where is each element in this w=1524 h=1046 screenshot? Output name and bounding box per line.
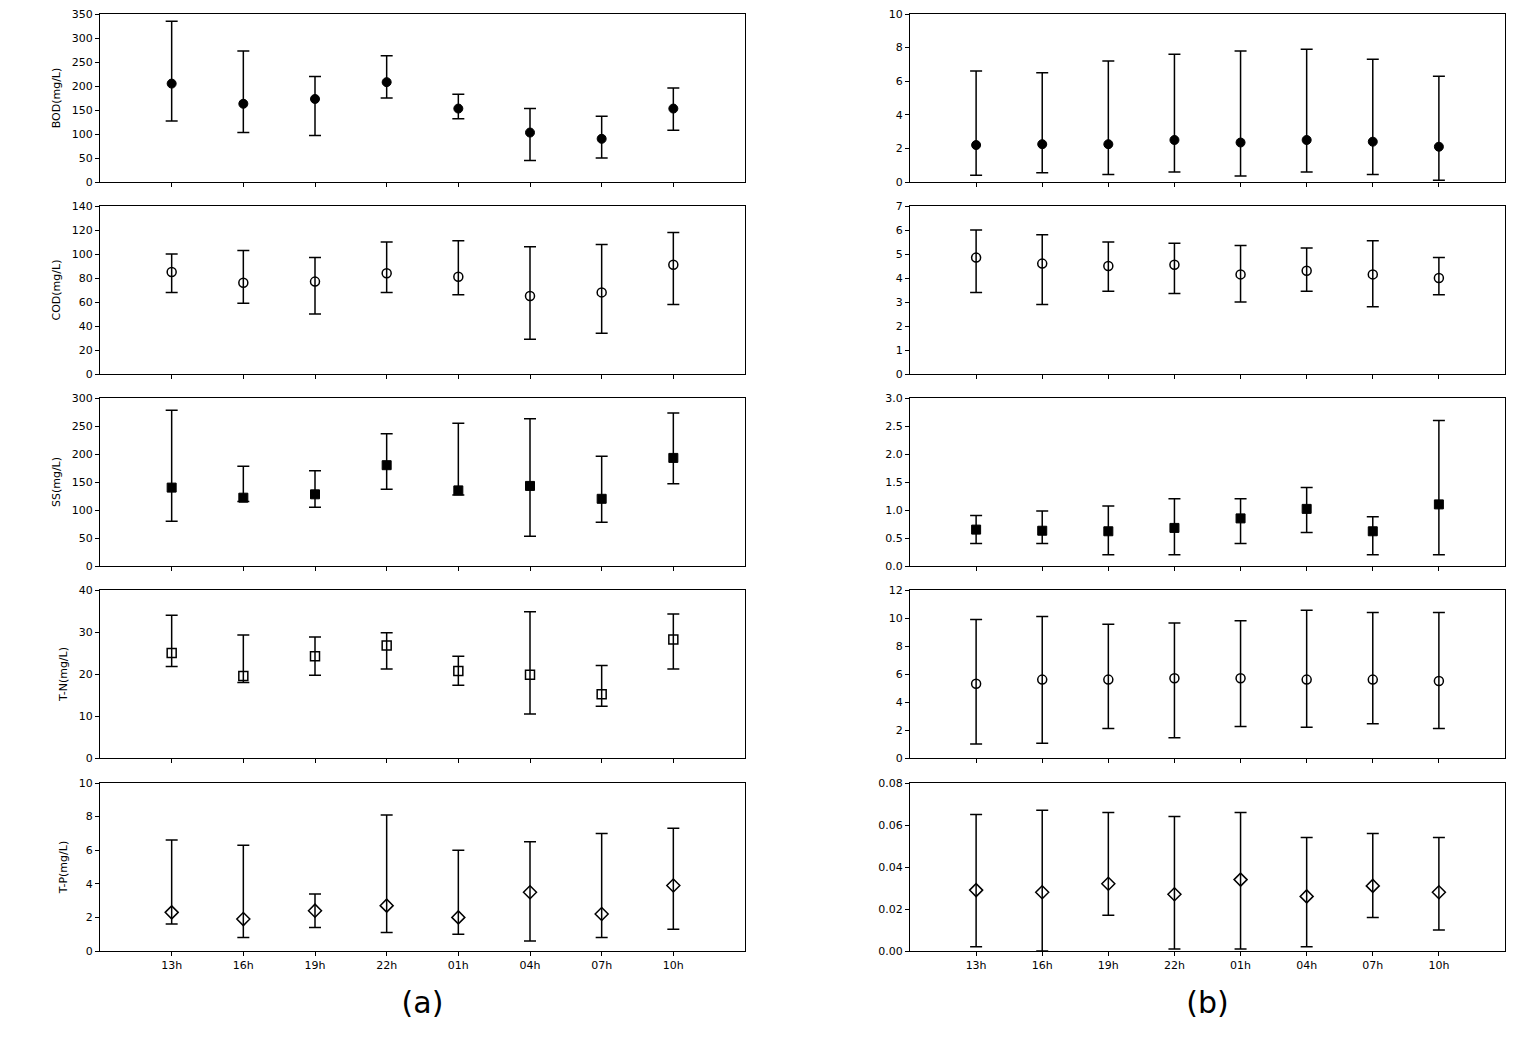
svg-text:10: 10 xyxy=(79,710,93,723)
svg-text:3.0: 3.0 xyxy=(885,392,903,405)
svg-text:4: 4 xyxy=(896,696,903,709)
svg-text:2: 2 xyxy=(896,320,903,333)
svg-text:4: 4 xyxy=(896,109,903,122)
svg-text:8: 8 xyxy=(86,810,93,823)
svg-text:SS(mg/L): SS(mg/L) xyxy=(50,457,63,507)
svg-text:7: 7 xyxy=(896,200,903,213)
svg-text:120: 120 xyxy=(72,224,93,237)
svg-text:04h: 04h xyxy=(1296,959,1317,972)
svg-text:T-P(mg/L): T-P(mg/L) xyxy=(57,841,70,894)
svg-text:250: 250 xyxy=(72,420,93,433)
svg-text:0: 0 xyxy=(896,176,903,189)
svg-text:4: 4 xyxy=(86,878,93,891)
svg-text:12: 12 xyxy=(889,584,903,597)
svg-text:01h: 01h xyxy=(1230,959,1251,972)
svg-text:60: 60 xyxy=(79,296,93,309)
svg-text:250: 250 xyxy=(72,56,93,69)
svg-text:2.0: 2.0 xyxy=(885,448,903,461)
svg-text:22h: 22h xyxy=(1164,959,1185,972)
svg-text:150: 150 xyxy=(72,476,93,489)
svg-text:0.5: 0.5 xyxy=(885,532,903,545)
svg-text:0: 0 xyxy=(896,752,903,765)
svg-text:30: 30 xyxy=(79,626,93,639)
svg-text:10h: 10h xyxy=(1428,959,1449,972)
svg-text:0: 0 xyxy=(86,560,93,573)
svg-text:0.06: 0.06 xyxy=(878,819,903,832)
svg-text:4: 4 xyxy=(896,272,903,285)
svg-text:19h: 19h xyxy=(305,959,326,972)
svg-text:10: 10 xyxy=(79,777,93,790)
svg-text:8: 8 xyxy=(896,41,903,54)
svg-text:50: 50 xyxy=(79,532,93,545)
svg-text:0.0: 0.0 xyxy=(885,560,903,573)
svg-text:1.5: 1.5 xyxy=(885,476,903,489)
svg-text:0.04: 0.04 xyxy=(878,861,903,874)
svg-text:10h: 10h xyxy=(663,959,684,972)
svg-text:6: 6 xyxy=(896,668,903,681)
svg-text:200: 200 xyxy=(72,80,93,93)
svg-text:COD(mg/L): COD(mg/L) xyxy=(50,260,63,321)
svg-text:10: 10 xyxy=(889,8,903,21)
svg-text:BOD(mg/L): BOD(mg/L) xyxy=(50,68,63,129)
svg-text:01h: 01h xyxy=(448,959,469,972)
svg-text:0: 0 xyxy=(86,945,93,958)
svg-text:300: 300 xyxy=(72,32,93,45)
svg-text:6: 6 xyxy=(86,844,93,857)
svg-text:2: 2 xyxy=(86,911,93,924)
svg-text:40: 40 xyxy=(79,320,93,333)
svg-text:80: 80 xyxy=(79,272,93,285)
svg-text:0: 0 xyxy=(86,368,93,381)
svg-text:100: 100 xyxy=(72,504,93,517)
svg-text:100: 100 xyxy=(72,128,93,141)
svg-text:16h: 16h xyxy=(233,959,254,972)
svg-text:16h: 16h xyxy=(1032,959,1053,972)
svg-text:1.0: 1.0 xyxy=(885,504,903,517)
svg-text:350: 350 xyxy=(72,8,93,21)
svg-text:2.5: 2.5 xyxy=(885,420,903,433)
svg-text:150: 150 xyxy=(72,104,93,117)
svg-text:1: 1 xyxy=(896,344,903,357)
svg-text:50: 50 xyxy=(79,152,93,165)
svg-text:0.02: 0.02 xyxy=(878,903,903,916)
svg-text:6: 6 xyxy=(896,224,903,237)
svg-text:20: 20 xyxy=(79,344,93,357)
svg-text:200: 200 xyxy=(72,448,93,461)
svg-text:T-N(mg/L): T-N(mg/L) xyxy=(57,647,70,702)
svg-text:10: 10 xyxy=(889,612,903,625)
svg-text:0: 0 xyxy=(86,176,93,189)
svg-text:8: 8 xyxy=(896,640,903,653)
svg-text:(a): (a) xyxy=(402,985,444,1020)
svg-text:04h: 04h xyxy=(520,959,541,972)
svg-text:07h: 07h xyxy=(591,959,612,972)
svg-text:0.08: 0.08 xyxy=(878,777,903,790)
svg-text:20: 20 xyxy=(79,668,93,681)
svg-text:3: 3 xyxy=(896,296,903,309)
svg-text:6: 6 xyxy=(896,75,903,88)
svg-text:140: 140 xyxy=(72,200,93,213)
svg-text:13h: 13h xyxy=(966,959,987,972)
svg-text:2: 2 xyxy=(896,142,903,155)
svg-text:19h: 19h xyxy=(1098,959,1119,972)
svg-text:2: 2 xyxy=(896,724,903,737)
svg-text:13h: 13h xyxy=(161,959,182,972)
svg-text:0.00: 0.00 xyxy=(878,945,903,958)
svg-text:0: 0 xyxy=(896,368,903,381)
svg-text:22h: 22h xyxy=(376,959,397,972)
svg-text:5: 5 xyxy=(896,248,903,261)
svg-text:300: 300 xyxy=(72,392,93,405)
svg-text:(b): (b) xyxy=(1186,985,1228,1020)
svg-text:40: 40 xyxy=(79,584,93,597)
svg-text:100: 100 xyxy=(72,248,93,261)
svg-text:0: 0 xyxy=(86,752,93,765)
svg-text:07h: 07h xyxy=(1362,959,1383,972)
